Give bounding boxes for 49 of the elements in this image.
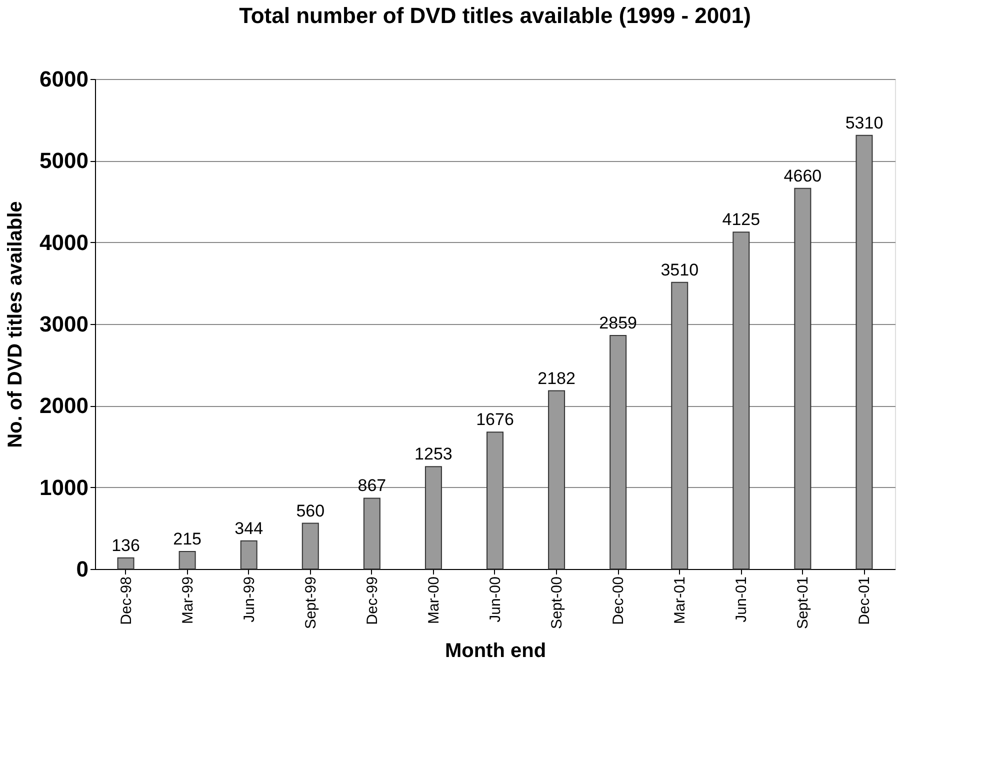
data-label: 215 (173, 529, 202, 548)
y-tick-label: 0 (76, 556, 88, 582)
x-tick-label: Jun-00 (487, 576, 504, 622)
x-tick-label: Dec-00 (610, 576, 628, 625)
chart-title: Total number of DVD titles available (1999 - 2001) (239, 3, 751, 28)
y-tick-label: 4000 (40, 230, 88, 255)
y-tick-label: 6000 (40, 66, 88, 92)
y-tick-label: 3000 (40, 312, 88, 336)
data-label: 1253 (414, 444, 452, 464)
x-tick-label: Mar-00 (425, 576, 442, 624)
x-tick-label: Jun-99 (240, 576, 258, 622)
data-label: 3510 (660, 260, 699, 280)
data-label: 4660 (784, 166, 822, 186)
bar (548, 390, 566, 570)
bar (856, 134, 873, 570)
x-tick-label: Dec-01 (856, 576, 874, 625)
data-label: 4125 (722, 210, 760, 230)
x-tick-label: Sept-00 (548, 576, 566, 630)
bar (486, 432, 504, 570)
x-tick-label: Dec-99 (364, 576, 381, 625)
bar (424, 466, 442, 570)
x-tick-label: Jun-01 (733, 576, 750, 622)
bar (240, 540, 258, 570)
y-axis-title: No. of DVD titles available (4, 201, 27, 448)
bar (178, 550, 196, 570)
x-tick-label: Mar-99 (179, 576, 196, 624)
data-label: 2182 (538, 368, 576, 388)
data-label: 2859 (599, 314, 637, 333)
bar (610, 335, 627, 570)
bar (732, 232, 750, 570)
data-label: 560 (296, 501, 325, 520)
x-tick-label: Sept-01 (794, 576, 812, 630)
y-tick-label: 5000 (40, 148, 88, 174)
y-tick-label: 1000 (40, 474, 88, 500)
data-label: 867 (358, 476, 386, 496)
x-tick-label: Mar-01 (672, 576, 689, 624)
bar (363, 498, 380, 570)
data-label: 1676 (476, 410, 514, 430)
bar (302, 522, 319, 570)
x-tick-label: Dec-98 (118, 576, 135, 625)
y-tick-label: 2000 (40, 393, 88, 418)
bar (671, 282, 688, 570)
data-label: 5310 (845, 113, 884, 132)
data-label: 344 (234, 518, 264, 538)
bar (117, 557, 134, 570)
x-axis-title: Month end (444, 640, 546, 662)
x-tick-label: Sept-99 (302, 576, 320, 630)
bar (794, 188, 812, 570)
data-label: 136 (112, 536, 140, 555)
